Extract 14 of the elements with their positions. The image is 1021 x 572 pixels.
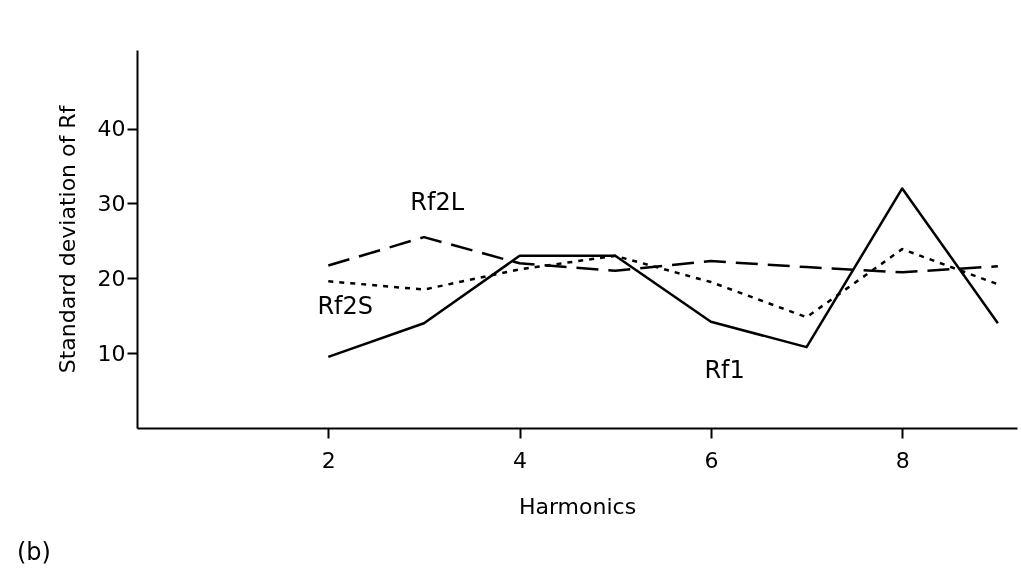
y-axis-title: Standard deviation of Rf — [54, 104, 80, 374]
y-tick-label: 20 — [97, 265, 126, 291]
x-tick-label: 8 — [895, 447, 910, 473]
x-axis-title: Harmonics — [518, 493, 637, 519]
y-tick-label: 40 — [97, 116, 126, 142]
x-tick-label: 4 — [513, 447, 528, 473]
x-tick-label: 6 — [704, 447, 719, 473]
annotation: Rf1 — [704, 356, 745, 385]
y-tick-label: 30 — [97, 190, 126, 216]
y-tick-label: 10 — [97, 340, 126, 366]
x-tick-label: 2 — [321, 447, 336, 473]
annotation: Rf2S — [317, 291, 374, 320]
text: (b) — [17, 538, 51, 566]
annotation: Rf2L — [410, 187, 465, 216]
